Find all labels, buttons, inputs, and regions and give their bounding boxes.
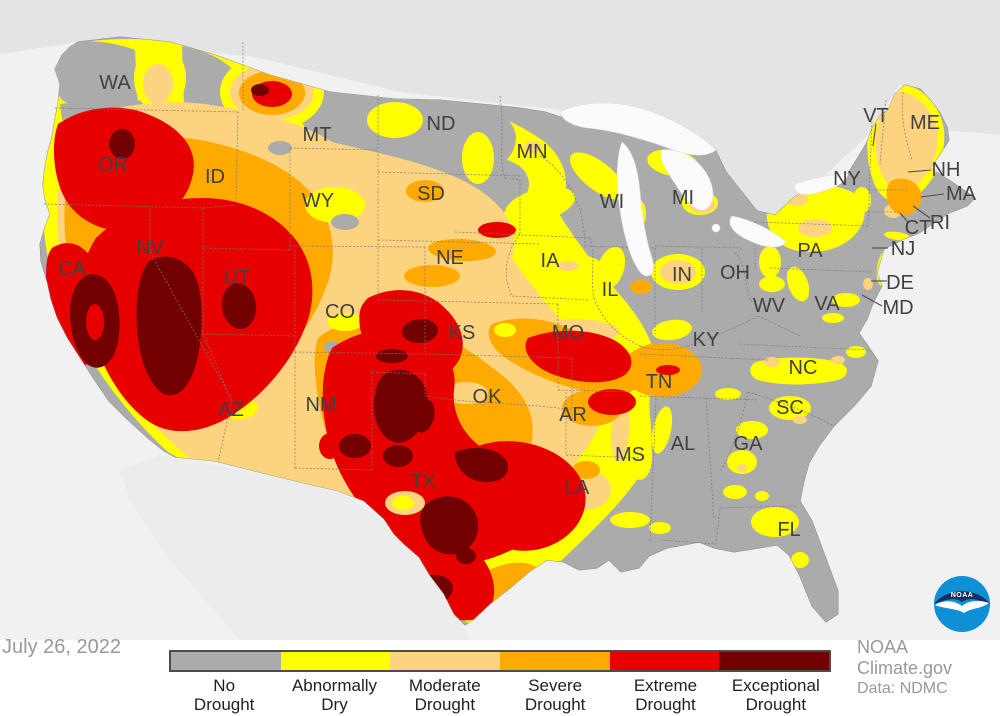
state-label-mo: MO xyxy=(552,322,584,344)
map-svg: WA OR CA NV ID UT AZ NM MT WY CO ND SD NE KS OK TX MN IA MO… xyxy=(0,0,1000,640)
state-label-ga: GA xyxy=(734,433,764,455)
state-borders xyxy=(43,42,913,545)
state-label-tx: TX xyxy=(410,471,436,493)
legend-label-severe-drought: Severe Drought xyxy=(524,676,586,714)
legend-swatch-extreme-drought xyxy=(609,652,720,670)
state-label-nj: NJ xyxy=(891,238,915,260)
map-date: July 26, 2022 xyxy=(2,636,121,658)
state-label-me: ME xyxy=(910,112,940,134)
attribution-source: NOAA Climate.gov xyxy=(857,637,953,678)
drought-legend: No Drought Abnormally Dry Moderate Drought Sev… xyxy=(169,650,831,714)
state-label-co: CO xyxy=(325,301,355,323)
state-label-al: AL xyxy=(671,433,695,455)
state-label-mn: MN xyxy=(516,141,547,163)
state-label-la: LA xyxy=(565,477,590,499)
noaa-logo-icon: NOAA xyxy=(934,576,990,632)
callout-line-ct xyxy=(899,212,909,223)
attribution: NOAA Climate.gov Data: NDMC xyxy=(857,637,1000,698)
callout-line-ri xyxy=(912,205,931,219)
state-label-nv: NV xyxy=(136,237,164,259)
state-label-ne: NE xyxy=(436,247,464,269)
state-label-in: IN xyxy=(672,264,692,286)
state-labels: WA OR CA NV ID UT AZ NM MT WY CO ND SD NE KS OK TX MN IA MO… xyxy=(58,72,977,541)
state-label-ny: NY xyxy=(833,168,861,190)
legend-label-abnormally-dry: Abnormally Dry xyxy=(291,676,378,714)
state-callout-lines xyxy=(861,123,945,307)
legend-label-no-drought: No Drought xyxy=(193,676,255,714)
legend-labels: No Drought Abnormally Dry Moderate Drought Sev… xyxy=(169,676,831,714)
state-label-vt: VT xyxy=(863,105,889,127)
legend-color-bar xyxy=(169,650,831,672)
state-label-ri: RI xyxy=(930,212,950,234)
state-label-wi: WI xyxy=(600,191,624,213)
legend-label-extreme-drought: Extreme Drought xyxy=(633,676,698,714)
state-label-or: OR xyxy=(98,154,128,176)
legend-label-exceptional-drought: Exceptional Drought xyxy=(731,676,820,714)
state-label-nd: ND xyxy=(427,113,456,135)
state-label-ok: OK xyxy=(473,386,503,408)
state-label-il: IL xyxy=(602,279,619,301)
state-label-va: VA xyxy=(814,293,840,315)
map-area: WA OR CA NV ID UT AZ NM MT WY CO ND SD NE KS OK TX MN IA MO… xyxy=(0,0,1000,640)
legend-label-moderate-drought: Moderate Drought xyxy=(408,676,481,714)
state-label-ut: UT xyxy=(224,267,251,289)
state-label-az: AZ xyxy=(218,399,244,421)
state-label-ia: IA xyxy=(541,250,561,272)
legend-swatch-no-drought xyxy=(171,652,281,670)
attribution-data: Data: NDMC xyxy=(857,680,948,697)
state-label-ms: MS xyxy=(615,444,645,466)
legend-swatch-abnormally-dry xyxy=(280,652,391,670)
state-label-wa: WA xyxy=(99,72,131,94)
callout-line-md xyxy=(861,294,883,307)
legend-swatch-severe-drought xyxy=(500,652,610,670)
state-label-nm: NM xyxy=(305,394,336,416)
state-label-de: DE xyxy=(886,272,914,294)
state-label-pa: PA xyxy=(797,240,823,262)
callout-line-vt xyxy=(872,123,877,147)
state-label-wv: WV xyxy=(753,295,786,317)
great-lakes xyxy=(559,102,849,277)
state-label-tn: TN xyxy=(646,371,673,393)
callout-line-nh xyxy=(907,169,932,173)
neighbor-land xyxy=(0,0,1000,242)
state-label-nh: NH xyxy=(932,159,961,181)
state-label-fl: FL xyxy=(777,519,800,541)
state-label-md: MD xyxy=(882,297,913,319)
noaa-logo-text: NOAA xyxy=(951,592,974,599)
state-label-ky: KY xyxy=(693,329,720,351)
legend-swatch-moderate-drought xyxy=(390,652,501,670)
state-label-mi: MI xyxy=(672,187,694,209)
state-label-ma: MA xyxy=(946,183,977,205)
legend-swatch-exceptional-drought xyxy=(719,652,830,670)
state-label-mt: MT xyxy=(303,124,332,146)
state-label-nc: NC xyxy=(789,357,818,379)
state-label-ks: KS xyxy=(449,322,476,344)
state-label-sd: SD xyxy=(417,183,445,205)
state-label-ar: AR xyxy=(559,404,587,426)
state-label-sc: SC xyxy=(776,397,804,419)
callout-line-ma xyxy=(920,193,945,198)
state-label-ca: CA xyxy=(58,258,86,280)
state-label-wy: WY xyxy=(302,190,334,212)
state-label-oh: OH xyxy=(720,262,750,284)
state-label-ct: CT xyxy=(905,217,932,239)
state-label-id: ID xyxy=(205,166,225,188)
